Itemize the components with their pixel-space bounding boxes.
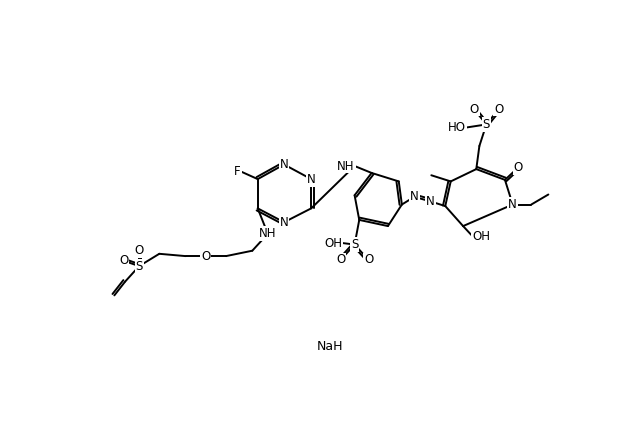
Text: O: O: [336, 253, 345, 266]
Text: F: F: [234, 165, 241, 178]
Text: NH: NH: [259, 227, 277, 240]
Text: O: O: [135, 244, 144, 257]
Text: NH: NH: [337, 160, 354, 173]
Text: O: O: [494, 103, 503, 115]
Text: O: O: [364, 253, 373, 266]
Text: N: N: [410, 190, 419, 203]
Text: S: S: [351, 238, 358, 251]
Text: N: N: [508, 198, 517, 211]
Text: HO: HO: [448, 121, 466, 134]
Text: N: N: [280, 216, 288, 229]
Text: N: N: [280, 158, 288, 171]
Text: NaH: NaH: [317, 341, 343, 354]
Text: S: S: [483, 118, 490, 131]
Text: O: O: [514, 161, 523, 174]
Text: S: S: [135, 260, 143, 273]
Text: O: O: [469, 103, 478, 115]
Text: OH: OH: [324, 237, 342, 250]
Text: N: N: [307, 173, 316, 186]
Text: O: O: [201, 250, 211, 263]
Text: N: N: [426, 195, 435, 208]
Text: OH: OH: [473, 229, 490, 242]
Text: O: O: [119, 254, 128, 267]
